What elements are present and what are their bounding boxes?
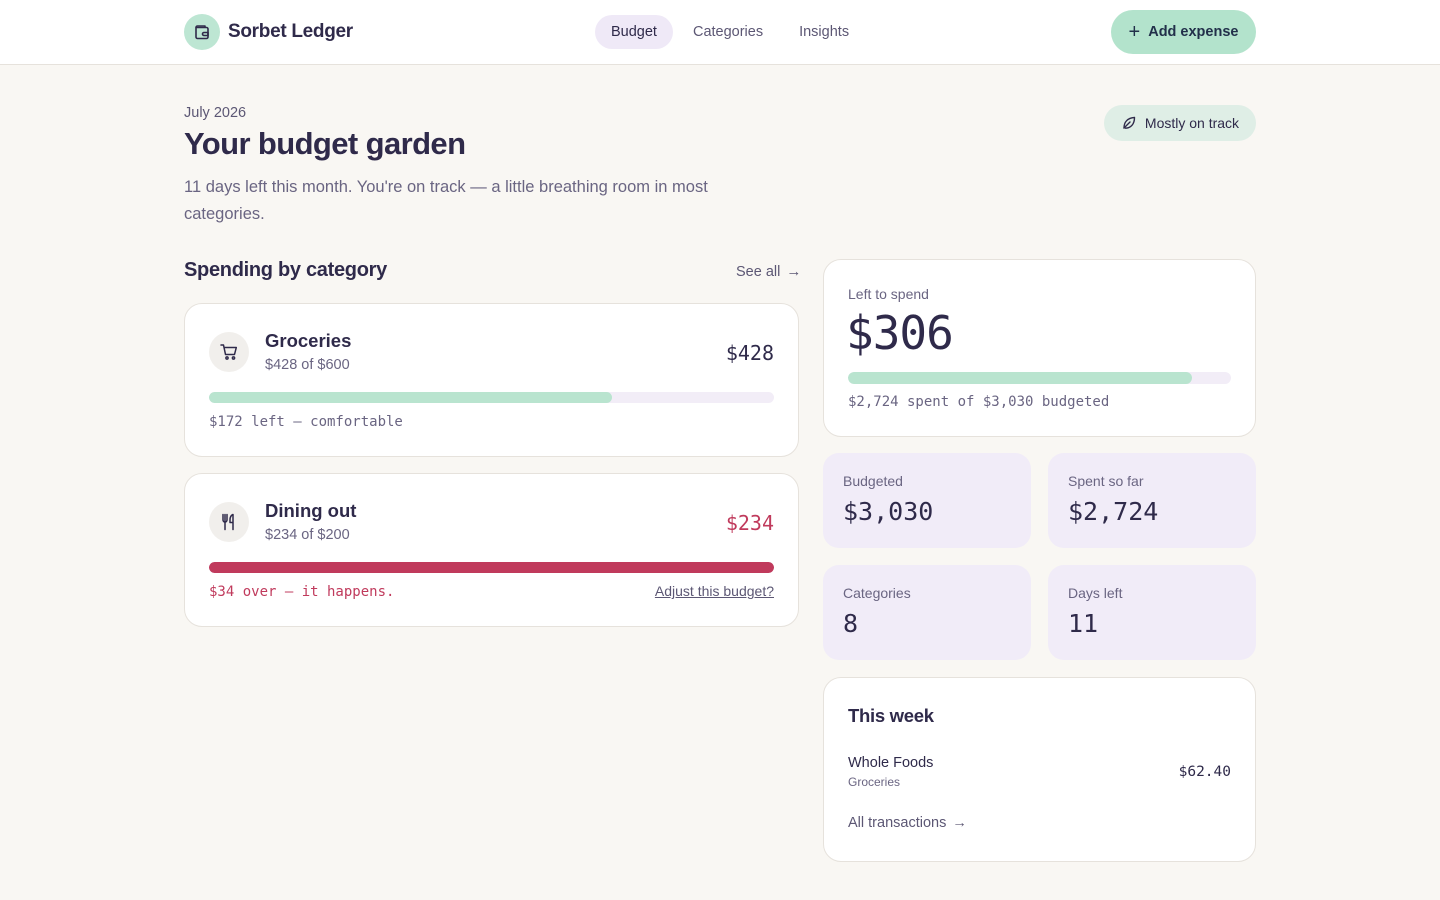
leaf-icon xyxy=(1123,116,1136,129)
fork-knife-icon xyxy=(209,502,249,542)
arrow-right-icon: → xyxy=(952,815,967,831)
stat-days-left: Days left 11 xyxy=(1048,565,1256,660)
budget-progress-note: $2,724 spent of $3,030 budgeted xyxy=(848,394,1110,410)
stat-label: Budgeted xyxy=(843,473,903,489)
budget-progress-fill xyxy=(848,372,1193,384)
add-expense-label: Add expense xyxy=(1148,24,1239,40)
budget-progress-bar xyxy=(848,372,1231,384)
left-to-spend-value: $306 xyxy=(846,306,954,360)
category-note: $172 left — comfortable xyxy=(209,414,403,430)
stat-value: 11 xyxy=(1068,609,1099,638)
add-expense-button[interactable]: + Add expense xyxy=(1111,10,1256,54)
plus-icon: + xyxy=(1128,21,1141,43)
left-to-spend-label: Left to spend xyxy=(848,286,929,302)
stat-label: Categories xyxy=(843,585,911,601)
category-name: Groceries xyxy=(265,330,352,351)
stat-spent-so-far: Spent so far $2,724 xyxy=(1048,453,1256,548)
category-spent-of: $234 of $200 xyxy=(265,527,350,543)
all-transactions-label: All transactions xyxy=(848,815,947,831)
category-note: $34 over — it happens. xyxy=(209,584,395,600)
category-card-groceries[interactable]: Groceries $428 of $600 $428 $172 left — … xyxy=(184,303,799,457)
stat-value: $2,724 xyxy=(1068,497,1159,526)
category-progress-fill xyxy=(209,562,774,573)
stat-categories: Categories 8 xyxy=(823,565,1031,660)
see-all-label: See all xyxy=(736,263,781,280)
wallet-icon xyxy=(184,14,220,50)
stat-value: 8 xyxy=(843,609,859,638)
category-progress-fill xyxy=(209,392,612,403)
this-week-title: This week xyxy=(848,705,934,726)
transaction-name: Whole Foods xyxy=(848,755,934,771)
category-amount: $234 xyxy=(725,511,774,535)
transaction-amount: $62.40 xyxy=(1178,764,1231,780)
nav-insights[interactable]: Insights xyxy=(799,24,850,40)
category-spent-of: $428 of $600 xyxy=(265,357,350,373)
nav-categories[interactable]: Categories xyxy=(692,24,764,40)
status-label: Mostly on track xyxy=(1144,115,1240,131)
transaction-category: Groceries xyxy=(848,775,901,789)
page-subtitle: 11 days left this month. You're on track… xyxy=(184,178,708,223)
stat-label: Spent so far xyxy=(1068,473,1144,489)
this-week-card: This week Whole Foods Groceries $62.40 A… xyxy=(823,677,1256,862)
stat-value: $3,030 xyxy=(843,497,934,526)
stat-label: Days left xyxy=(1068,585,1123,601)
category-progress-bar xyxy=(209,562,774,573)
brand[interactable]: Sorbet Ledger xyxy=(184,14,353,50)
all-transactions-link[interactable]: All transactions → xyxy=(848,815,967,831)
month-label: July 2026 xyxy=(184,105,247,121)
section-title-spending: Spending by category xyxy=(184,259,387,281)
cart-icon xyxy=(209,332,249,372)
page-title: Your budget garden xyxy=(184,126,466,161)
left-to-spend-card: Left to spend $306 $2,724 spent of $3,03… xyxy=(823,259,1256,437)
category-name: Dining out xyxy=(265,500,357,521)
status-badge: Mostly on track xyxy=(1104,105,1256,141)
stat-budgeted: Budgeted $3,030 xyxy=(823,453,1031,548)
category-amount: $428 xyxy=(725,341,774,365)
category-progress-bar xyxy=(209,392,774,403)
nav-budget[interactable]: Budget xyxy=(595,15,673,49)
app-name: Sorbet Ledger xyxy=(228,21,353,42)
adjust-budget-link[interactable]: Adjust this budget? xyxy=(654,583,774,599)
arrow-right-icon: → xyxy=(786,263,802,280)
category-card-dining-out[interactable]: Dining out $234 of $200 $234 $34 over — … xyxy=(184,473,799,627)
see-all-link[interactable]: See all → xyxy=(736,263,801,280)
main-nav: Budget Categories Insights xyxy=(595,15,869,49)
top-bar: Sorbet Ledger Budget Categories Insights… xyxy=(0,0,1440,65)
